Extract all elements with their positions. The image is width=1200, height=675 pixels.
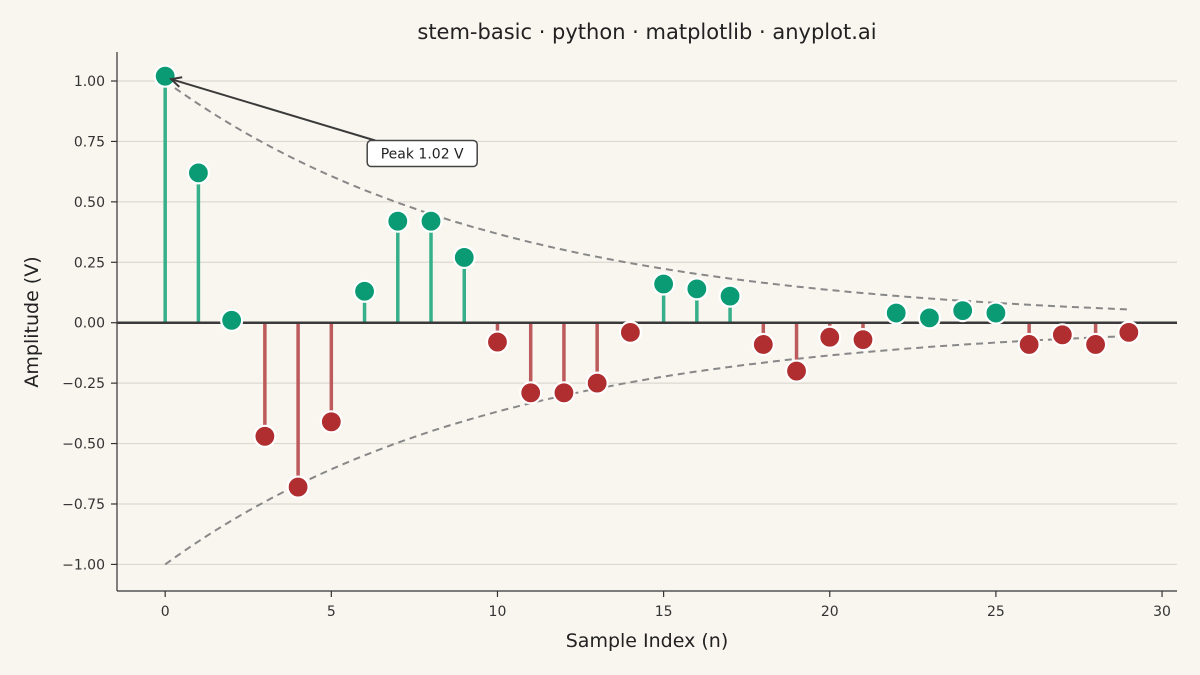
y-axis-label: Amplitude (V) <box>21 256 43 387</box>
stem-marker <box>319 410 343 434</box>
x-tick-label: 0 <box>161 604 170 620</box>
stem-marker <box>1117 320 1141 344</box>
stem-marker <box>386 209 410 233</box>
y-tick-label: 0.50 <box>74 195 105 211</box>
stem-marker <box>552 381 576 405</box>
stem-marker <box>485 330 510 354</box>
stem-marker <box>1017 332 1041 357</box>
x-tick-label: 10 <box>489 604 507 620</box>
x-tick-label: 25 <box>987 604 1005 620</box>
stem-markers <box>153 64 1141 499</box>
stem-marker <box>618 320 642 344</box>
envelope-lower <box>164 335 1129 566</box>
stem-marker <box>984 301 1008 325</box>
annotation-arrowhead <box>169 76 183 88</box>
stem-marker <box>818 325 842 349</box>
stem-marker <box>286 475 310 499</box>
x-tick-label: 20 <box>821 604 839 620</box>
peak-annotation: Peak 1.02 V <box>169 76 478 168</box>
stem-marker <box>253 424 277 448</box>
x-axis-label: Sample Index (n) <box>566 630 729 652</box>
y-tick-label: −0.25 <box>62 376 105 392</box>
stem-marker <box>1083 332 1108 357</box>
stem-marker <box>951 299 975 323</box>
stem-marker <box>1050 323 1074 347</box>
y-tick-label: 1.00 <box>74 74 105 90</box>
x-tick-label: 30 <box>1153 604 1171 620</box>
annotation-box <box>366 139 478 168</box>
stem-marker <box>352 279 377 303</box>
stem-marker <box>917 306 942 330</box>
stem-marker <box>652 272 676 296</box>
grid-lines <box>117 80 1177 566</box>
y-tick-label: 0.25 <box>74 255 105 271</box>
stem-marker <box>186 161 211 185</box>
stem-marker <box>784 359 809 383</box>
chart-title: stem-basic · python · matplotlib · anypl… <box>417 20 876 44</box>
stem-marker <box>153 64 177 88</box>
stem-marker <box>452 245 476 270</box>
stem-marker <box>220 308 244 332</box>
stem-marker <box>585 371 609 395</box>
annotation-label: Peak 1.02 V <box>381 147 464 163</box>
y-tick-label: −0.50 <box>62 437 105 453</box>
y-tick-label: 0.75 <box>74 134 105 150</box>
stem-marker <box>685 277 709 301</box>
y-tick-label: 0.00 <box>74 316 105 332</box>
x-tick-label: 15 <box>655 604 673 620</box>
y-tick-label: −0.75 <box>62 497 105 513</box>
x-tick-label: 5 <box>327 604 336 620</box>
axes: −1.00 −0.75 −0.50 −0.25 0.00 0.25 0.50 0.75 1.00… <box>62 52 1177 620</box>
y-tick-label: −1.00 <box>62 557 105 573</box>
annotation-arrow <box>170 78 376 142</box>
stem-marker <box>884 301 908 325</box>
stem-marker <box>751 332 775 357</box>
stem-marker <box>519 381 543 405</box>
stem-marker <box>851 328 875 352</box>
stem-marker <box>419 209 443 233</box>
stem-marker <box>718 284 742 308</box>
